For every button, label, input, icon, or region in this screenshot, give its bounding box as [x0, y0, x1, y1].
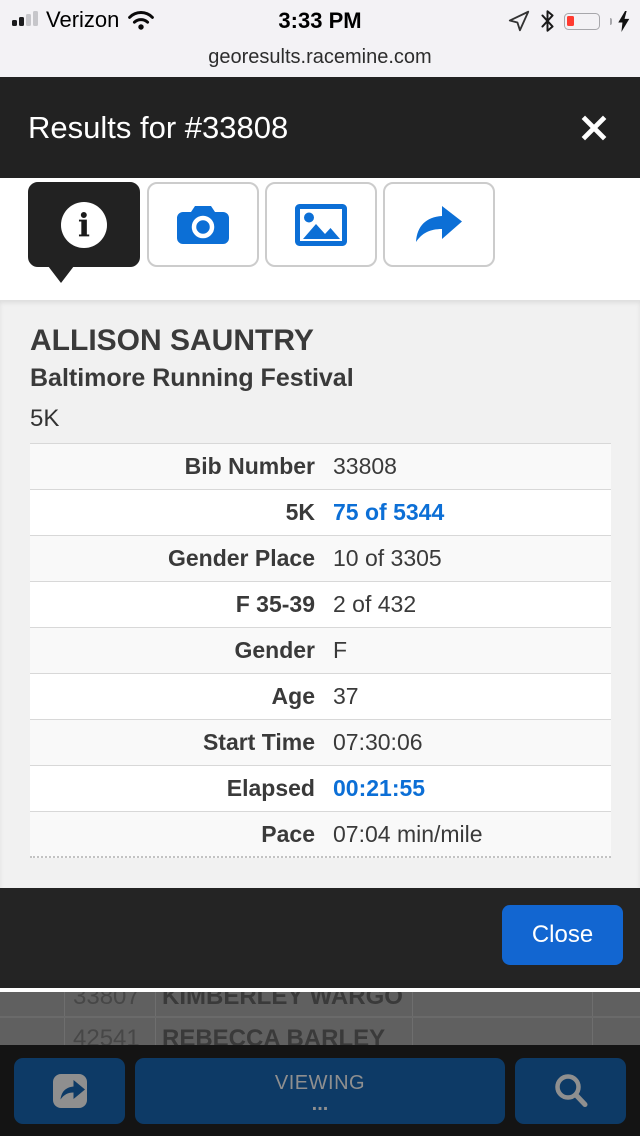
viewing-sub: ... — [311, 1093, 329, 1115]
results-table: Bib Number 33808 5K 75 of 5344 Gender Pl… — [30, 443, 611, 858]
info-icon: i — [61, 201, 107, 248]
search-button[interactable] — [515, 1057, 626, 1124]
signal-bar — [26, 14, 31, 26]
battery-fill — [566, 16, 574, 26]
clock: 3:33 PM — [278, 8, 362, 33]
modal-body: ALLISON SAUNTRY Baltimore Running Festiv… — [0, 300, 640, 888]
row-value: 2 of 432 — [333, 591, 417, 617]
signal-strength-icon — [12, 11, 38, 29]
tab-info[interactable]: i — [28, 182, 140, 267]
row-label: Gender Place — [167, 545, 315, 571]
background-row-name: REBECCA BARLEY — [162, 1025, 386, 1045]
table-row: Gender F — [30, 628, 611, 674]
signal-bar — [19, 17, 24, 26]
column-divider — [412, 992, 413, 1045]
close-button[interactable]: Close — [502, 905, 623, 965]
status-left-cluster: Verizon — [12, 7, 155, 33]
row-value: 37 — [333, 683, 359, 709]
signal-bar — [12, 20, 17, 26]
bluetooth-icon — [539, 8, 556, 34]
background-results-table: 33807 KIMBERLEY WARGO 42541 REBECCA BARL… — [0, 992, 640, 1045]
table-row: Pace 07:04 min/mile — [30, 812, 611, 858]
charging-bolt-icon — [617, 10, 630, 32]
row-label: Elapsed — [226, 775, 315, 801]
tab-camera[interactable] — [147, 182, 259, 267]
row-value: 07:04 min/mile — [333, 820, 483, 847]
viewing-button[interactable]: VIEWING ... — [135, 1057, 505, 1124]
modal-footer: Close — [0, 888, 640, 988]
row-label: F 35-39 — [235, 591, 315, 617]
table-row: F 35-39 2 of 432 — [30, 582, 611, 628]
row-label: 5K — [285, 499, 315, 525]
magnifier-icon — [552, 1072, 590, 1110]
info-glyph: i — [77, 205, 91, 244]
location-arrow-icon — [507, 9, 531, 33]
status-right-cluster — [507, 8, 631, 34]
table-row: Start Time 07:30:06 — [30, 720, 611, 766]
row-value: 00:21:55 — [333, 775, 426, 801]
row-label: Pace — [261, 820, 315, 847]
battery-nub — [609, 17, 612, 25]
bottom-toolbar: VIEWING ... — [0, 1045, 640, 1136]
table-row: Bib Number 33808 — [30, 444, 611, 490]
row-value: 33808 — [333, 453, 397, 479]
table-row: Age 37 — [30, 674, 611, 720]
background-row-bib: 42541 — [73, 1025, 140, 1045]
modal-header: Results for #33808 — [0, 77, 640, 178]
runner-name: ALLISON SAUNTRY — [30, 324, 314, 357]
signal-bar — [33, 11, 38, 26]
table-row: Elapsed 00:21:55 — [30, 766, 611, 812]
row-value: F — [333, 637, 348, 663]
row-value: 75 of 5344 — [333, 499, 445, 525]
row-value: 10 of 3305 — [333, 545, 442, 571]
table-row: 5K 75 of 5344 — [30, 490, 611, 536]
race-name: 5K — [30, 405, 60, 432]
row-label: Age — [271, 683, 315, 709]
battery-icon — [563, 12, 600, 30]
active-tab-pointer — [48, 266, 74, 283]
row-label: Bib Number — [184, 453, 315, 479]
camera-icon — [175, 202, 231, 248]
close-icon — [578, 112, 610, 144]
viewing-label: VIEWING — [274, 1072, 366, 1094]
column-divider — [592, 992, 593, 1045]
tab-photos[interactable] — [265, 182, 377, 267]
event-name: Baltimore Running Festival — [30, 364, 354, 392]
tab-bar: i — [0, 178, 640, 300]
footer-separator — [0, 988, 640, 992]
url-text: georesults.racemine.com — [208, 46, 432, 68]
table-row: Gender Place 10 of 3305 — [30, 536, 611, 582]
row-label: Start Time — [202, 729, 315, 755]
row-divider — [0, 1016, 640, 1018]
share-button[interactable] — [14, 1057, 125, 1124]
row-label: Gender — [234, 637, 315, 663]
row-value: 07:30:06 — [333, 729, 423, 755]
share-arrow-icon — [413, 204, 465, 246]
background-row-name: KIMBERLEY WARGO — [162, 992, 403, 1010]
share-square-icon — [50, 1071, 90, 1111]
url-bar[interactable]: georesults.racemine.com — [0, 42, 640, 77]
column-divider — [64, 992, 65, 1045]
modal-title: Results for #33808 — [28, 109, 289, 145]
background-row-bib: 33807 — [73, 992, 140, 1010]
status-bar: Verizon 3:33 PM — [0, 0, 640, 42]
photo-icon — [294, 203, 348, 247]
carrier-label: Verizon — [46, 7, 120, 32]
top-bar: Verizon 3:33 PM — [0, 0, 640, 77]
column-divider — [155, 992, 156, 1045]
wifi-icon — [127, 9, 155, 31]
close-x-button[interactable] — [576, 110, 612, 146]
tab-share[interactable] — [383, 182, 495, 267]
